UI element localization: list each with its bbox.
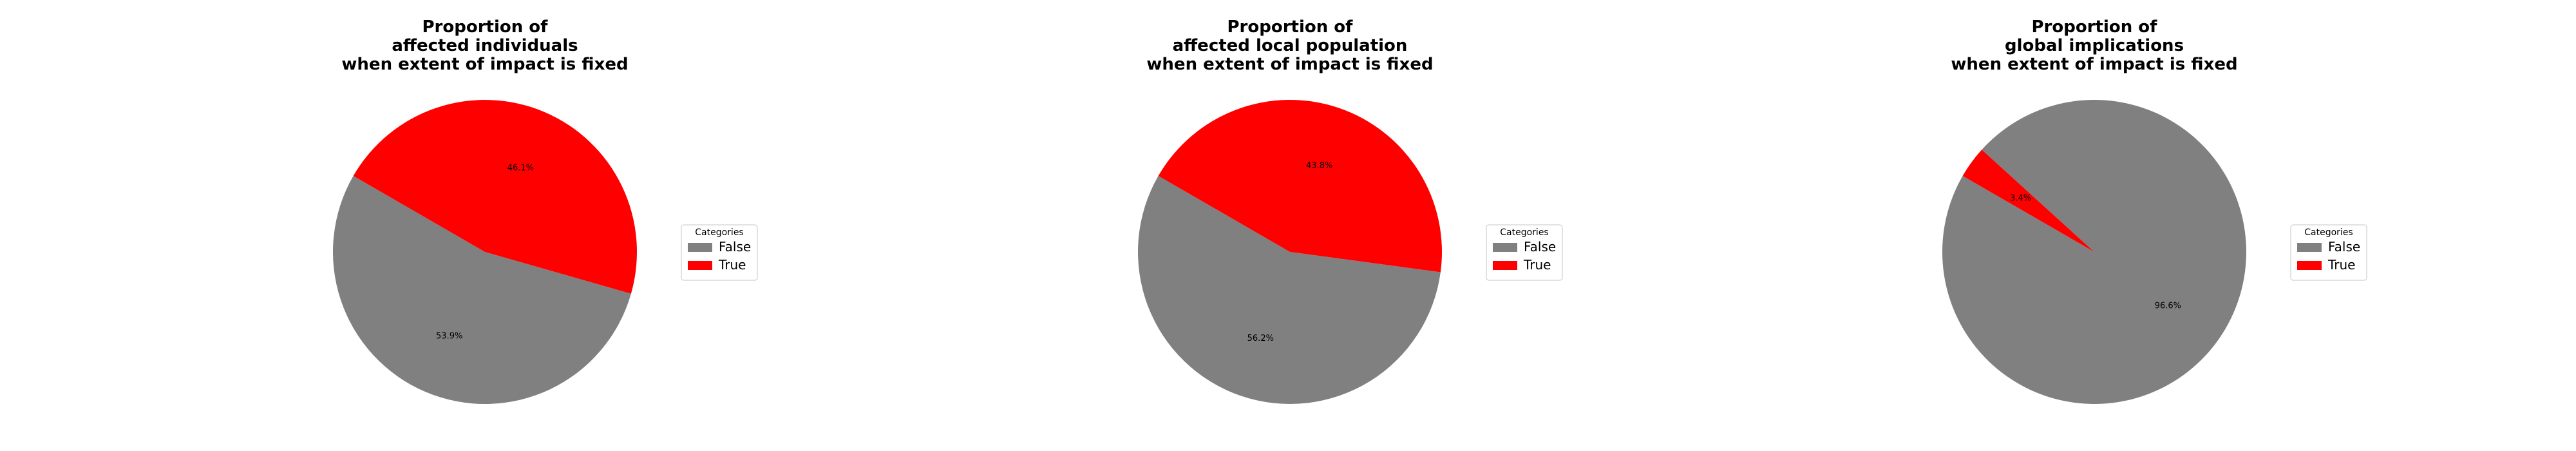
legend-swatch-true (688, 261, 712, 270)
chart-title: Proportion of affected local population wh… (1146, 17, 1433, 74)
legend-swatch-false (1493, 243, 1517, 252)
legend-label-false: False (719, 239, 751, 254)
pie-slice-false (1942, 99, 2247, 404)
chart-title: Proportion of global implications when ext… (1951, 17, 2237, 74)
slice-label-false: 56.2% (1247, 334, 1274, 343)
pie-slice-true (1962, 149, 2094, 252)
legend-swatch-false (688, 243, 712, 252)
pie-slice-true (1158, 100, 1442, 273)
legend-swatch-false (2297, 243, 2322, 252)
legend-title: Categories (2304, 227, 2353, 238)
legend-label-true: True (1523, 257, 1551, 273)
slice-label-true: 46.1% (507, 164, 534, 173)
legend-label-true: True (2327, 257, 2355, 273)
pie-slice-false (1137, 176, 1441, 405)
legend-swatch-true (2297, 261, 2322, 270)
legend-title: Categories (695, 227, 743, 238)
legend-label-true: True (718, 257, 746, 273)
legend-title: Categories (1500, 227, 1548, 238)
pie-panel-2: Proportion of affected local population wh… (1137, 17, 1563, 405)
pie-panel-1: Proportion of affected individuals when ex… (332, 17, 758, 405)
legend-swatch-true (1493, 261, 1517, 270)
slice-label-false: 96.6% (2155, 302, 2181, 311)
legend-label-false: False (1524, 239, 1556, 254)
slice-label-false: 53.9% (436, 331, 462, 341)
pie-panel-3: Proportion of global implications when ext… (1942, 17, 2367, 404)
legend-label-false: False (2328, 239, 2360, 254)
slice-label-true: 3.4% (2010, 194, 2031, 204)
slice-label-true: 43.8% (1306, 161, 1332, 171)
pie-slice-true (353, 100, 637, 294)
chart-title: Proportion of affected individuals when ex… (341, 17, 628, 74)
pie-slice-false (332, 176, 631, 405)
